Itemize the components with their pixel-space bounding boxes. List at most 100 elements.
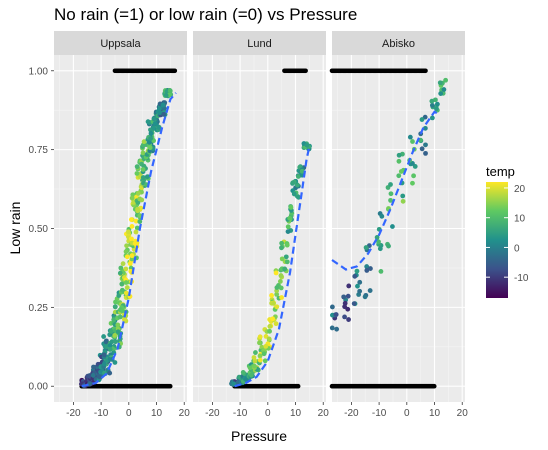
point-temp: [388, 182, 393, 187]
point-temp: [140, 175, 146, 180]
point-temp: [144, 174, 150, 180]
facet-strip: [54, 31, 187, 55]
point-temp: [118, 265, 124, 271]
point-temp: [119, 281, 125, 287]
x-tick-label: 0: [265, 408, 271, 419]
point-temp: [115, 322, 121, 328]
x-tick-label: 20: [318, 408, 330, 419]
point-temp: [410, 180, 415, 186]
point-temp: [270, 316, 276, 322]
point-temp: [411, 173, 416, 179]
point-temp: [433, 106, 439, 112]
x-tick-label: -20: [205, 408, 220, 419]
point-temp: [423, 142, 428, 148]
point-temp: [253, 350, 258, 355]
point-temp: [101, 352, 107, 358]
point-temp: [129, 224, 135, 229]
point-temp: [108, 329, 114, 334]
point-temp: [368, 266, 373, 271]
point-temp: [346, 317, 351, 322]
point-temp: [124, 243, 130, 249]
point-temp: [116, 293, 122, 299]
point-temp: [112, 304, 118, 310]
point-temp: [163, 93, 169, 98]
y-tick-label: 0.75: [29, 145, 49, 156]
point-temp: [378, 268, 384, 274]
facet-strip: [193, 31, 326, 55]
point-temp: [277, 279, 283, 284]
point-temp: [390, 224, 395, 229]
point-temp: [352, 273, 358, 279]
point-temp: [167, 88, 173, 94]
point-temp: [128, 217, 134, 223]
point-temp: [304, 142, 310, 148]
point-temp: [266, 336, 272, 342]
legend-tick-label: 20: [514, 184, 526, 195]
point-temp: [257, 357, 263, 363]
legend-tick-label: -10: [514, 273, 529, 284]
facet-label: Abisko: [382, 38, 415, 50]
point-temp: [285, 229, 291, 234]
point-temp: [398, 169, 404, 174]
point-temp: [147, 145, 153, 151]
y-tick-label: 0.50: [29, 224, 49, 235]
point-temp: [342, 304, 348, 310]
point-temp: [140, 150, 146, 156]
point-temp: [112, 333, 118, 338]
point-temp: [284, 259, 290, 265]
x-tick-label: 20: [179, 408, 191, 419]
point-temp: [129, 195, 135, 201]
panels-group: Uppsala -20 -10 0 10 20 Lund -20 -10 0 10 20 Abisko -…: [29, 31, 468, 419]
point-temp: [295, 174, 301, 179]
point-temp: [257, 353, 263, 359]
legend-colorbar: [486, 182, 508, 298]
point-temp: [419, 146, 425, 152]
point-temp: [156, 106, 162, 112]
point-temp: [438, 91, 444, 96]
point-temp: [274, 292, 280, 297]
facet-label: Lund: [247, 38, 271, 50]
point-temp: [410, 139, 415, 144]
point-temp: [156, 124, 162, 130]
point-temp: [364, 264, 370, 269]
legend-tick-label: 10: [514, 214, 526, 225]
point-temp: [120, 261, 126, 267]
point-temp: [429, 102, 435, 108]
point-low-rain: [295, 383, 301, 389]
point-temp: [113, 339, 118, 345]
point-temp: [282, 266, 288, 272]
point-temp: [152, 121, 158, 126]
legend-tick-label: 0: [514, 243, 520, 254]
point-no-rain: [172, 68, 178, 74]
point-temp: [151, 116, 157, 122]
x-tick-label: -10: [233, 408, 248, 419]
point-temp: [291, 191, 297, 197]
point-temp: [351, 301, 357, 307]
panel-abisko: Abisko -20 -10 0 10 20: [329, 31, 468, 419]
point-temp: [379, 213, 385, 219]
point-temp: [112, 360, 118, 365]
point-temp: [396, 152, 402, 158]
x-tick-label: -20: [344, 408, 359, 419]
point-temp: [148, 136, 154, 142]
point-temp: [134, 171, 140, 176]
point-temp: [109, 339, 115, 345]
point-temp: [274, 304, 280, 310]
point-temp: [111, 317, 117, 323]
point-temp: [133, 218, 139, 224]
fit-line: [331, 110, 441, 271]
temp-legend: temp 20 10 0 -10: [486, 164, 529, 298]
point-temp: [90, 372, 96, 378]
point-temp: [267, 328, 272, 334]
point-temp: [278, 285, 284, 291]
x-tick-label: 0: [404, 408, 410, 419]
point-temp: [119, 287, 125, 293]
point-temp: [283, 254, 289, 260]
point-temp: [119, 308, 125, 314]
point-temp: [437, 80, 443, 86]
point-temp: [279, 295, 284, 300]
fit-line: [234, 146, 311, 388]
y-tick-label: 0.25: [29, 303, 49, 314]
point-temp: [386, 243, 391, 249]
